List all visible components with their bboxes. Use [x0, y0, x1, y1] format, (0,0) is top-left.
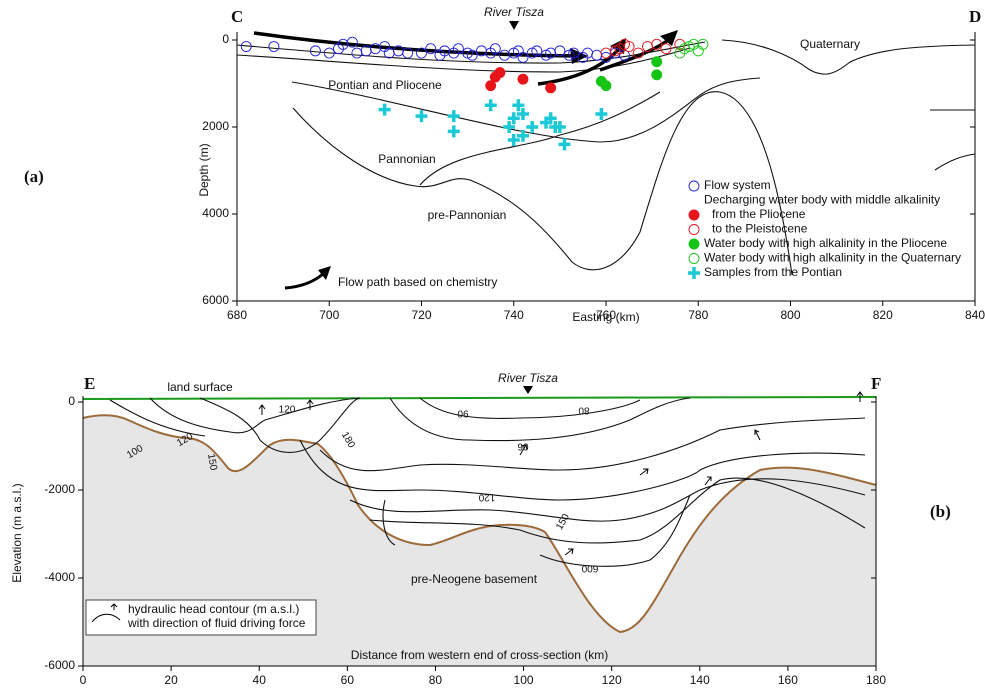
contour-label: 90 [517, 443, 529, 454]
contour-label: 150 [554, 512, 572, 532]
x-axis-label: Easting (km) [572, 310, 639, 324]
circle-marker [693, 46, 703, 56]
circle-marker [698, 39, 708, 49]
circle-marker [689, 254, 699, 264]
corner-label: D [969, 7, 981, 26]
contour-label: 600 [581, 562, 598, 573]
cross-marker [416, 110, 428, 122]
corner-label: F [871, 374, 881, 393]
circle-marker [689, 239, 699, 249]
y-tick-label: 0 [222, 32, 229, 46]
y-tick-label: 0 [68, 394, 75, 408]
legend-label: Water body with high alkalinity in the Q… [704, 251, 961, 265]
x-tick-label: 680 [227, 308, 247, 322]
contour-label: 120 [478, 491, 495, 502]
circle-marker [352, 48, 362, 58]
x-tick-label: 160 [778, 673, 798, 687]
contour-label: 120 [279, 405, 296, 416]
legend-text: with direction of fluid driving force [127, 616, 306, 630]
x-tick-label: 720 [411, 308, 431, 322]
layer-label: Pontian and Pliocene [328, 78, 442, 92]
contour-label: 180 [339, 430, 357, 450]
y-axis-label: Elevation (m a.s.l.) [10, 483, 24, 582]
flow-path-legend: Flow path based on chemistry [338, 275, 497, 289]
circle-marker [518, 74, 528, 84]
x-tick-label: 20 [164, 673, 178, 687]
cross-marker [526, 121, 538, 133]
legend-label: Water body with high alkalinity in the P… [704, 236, 947, 250]
circle-marker [495, 68, 505, 78]
legend-label: from the Pliocene [712, 207, 806, 221]
contour-label: 90 [457, 407, 469, 418]
x-tick-label: 820 [873, 308, 893, 322]
y-axis-label: Depth (m) [197, 143, 211, 196]
y-tick-label: 4000 [202, 206, 229, 220]
circle-marker [689, 181, 699, 191]
circle-marker [592, 50, 602, 60]
y-tick-label: -6000 [44, 658, 75, 672]
x-tick-label: 120 [602, 673, 622, 687]
y-tick-label: 2000 [202, 119, 229, 133]
legend-label: to the Pleistocene [712, 222, 808, 236]
x-tick-label: 180 [866, 673, 886, 687]
river-label: River Tisza [484, 5, 544, 19]
panel-label: (a) [24, 167, 44, 186]
layer-label: Quaternary [800, 37, 860, 51]
land-surface-label: land surface [167, 380, 233, 394]
basement-label: pre-Neogene basement [411, 572, 538, 586]
contour-label: 80 [578, 404, 590, 415]
cross-marker [379, 104, 391, 116]
corner-label: E [84, 374, 95, 393]
layer-label: pre-Pannonian [428, 208, 507, 222]
x-tick-label: 0 [80, 673, 87, 687]
x-tick-label: 60 [341, 673, 355, 687]
circle-marker [546, 83, 556, 93]
river-marker [523, 386, 533, 394]
x-tick-label: 740 [504, 308, 524, 322]
x-tick-label: 780 [688, 308, 708, 322]
cross-marker [485, 99, 497, 111]
y-tick-label: -4000 [44, 570, 75, 584]
figure: C D River Tisza Quaternary Pontian and P… [0, 0, 985, 693]
cross-marker [448, 125, 460, 137]
layer-label: Pannonian [378, 152, 435, 166]
x-tick-label: 140 [690, 673, 710, 687]
legend-label: Flow system [704, 178, 771, 192]
x-tick-label: 80 [429, 673, 443, 687]
circle-marker [601, 81, 611, 91]
legend-group-title: Decharging water body with middle alkali… [704, 193, 940, 207]
circle-marker [652, 57, 662, 67]
river-label: River Tisza [498, 371, 558, 385]
circle-marker [310, 46, 320, 56]
cross-marker [688, 267, 700, 279]
circle-marker [601, 48, 611, 58]
legend-text: hydraulic head contour (m a.s.l.) [128, 602, 299, 616]
circle-marker [269, 42, 279, 52]
circle-marker [689, 225, 699, 235]
legend-label: Samples from the Pontian [704, 265, 842, 279]
y-tick-label: -2000 [44, 482, 75, 496]
x-tick-label: 100 [514, 673, 534, 687]
circle-marker [652, 70, 662, 80]
circle-marker [689, 210, 699, 220]
y-tick-label: 6000 [202, 293, 229, 307]
flow-arrows [254, 33, 672, 288]
x-tick-label: 840 [965, 308, 985, 322]
x-axis-label: Distance from western end of cross-secti… [351, 648, 608, 662]
cross-marker [595, 108, 607, 120]
x-tick-label: 700 [319, 308, 339, 322]
corner-label: C [231, 7, 243, 26]
x-tick-label: 800 [780, 308, 800, 322]
cross-marker [558, 138, 570, 150]
cross-marker [448, 110, 460, 122]
panel-label: (b) [930, 502, 951, 521]
x-tick-label: 40 [253, 673, 267, 687]
